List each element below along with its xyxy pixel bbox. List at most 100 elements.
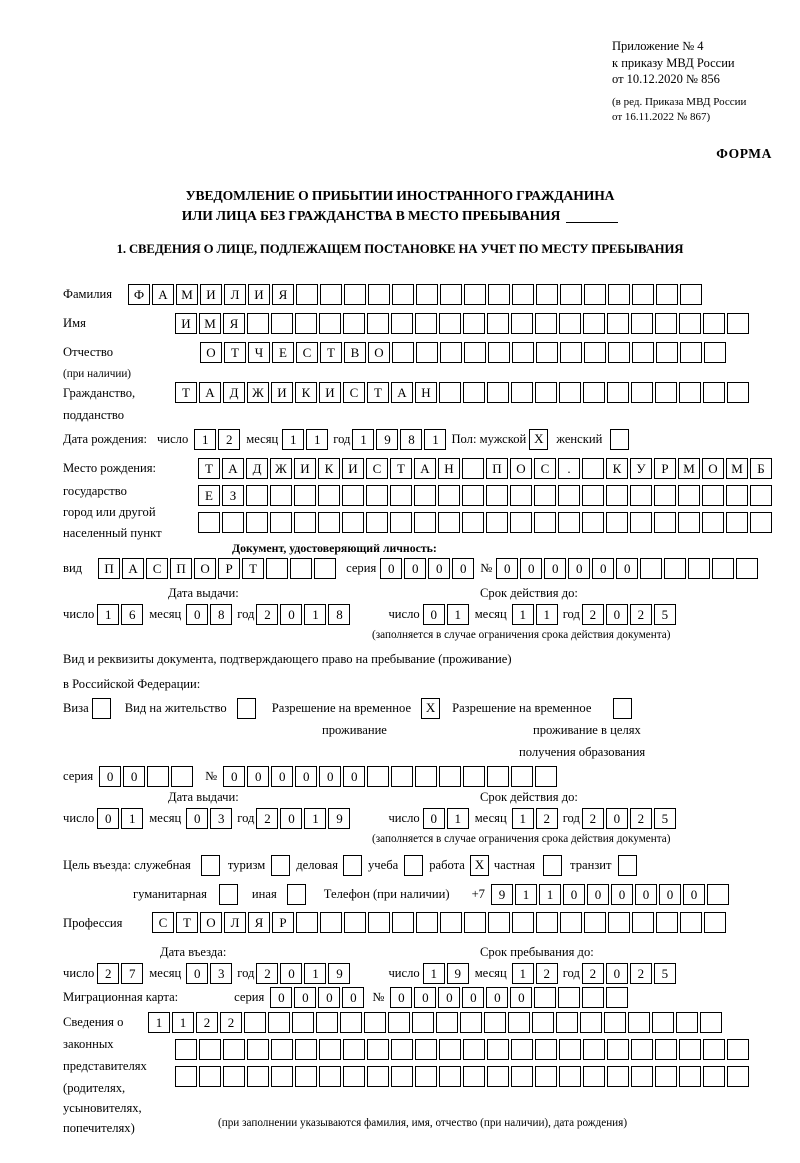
cell[interactable]: 2 <box>196 1011 218 1033</box>
cell[interactable] <box>319 1038 341 1060</box>
cell[interactable]: 1 <box>304 962 327 984</box>
cell[interactable]: Б <box>750 457 772 479</box>
cell[interactable] <box>488 283 510 305</box>
cell[interactable] <box>535 765 558 787</box>
cell[interactable]: 0 <box>592 557 615 579</box>
residence-permit-checkbox[interactable] <box>236 697 256 719</box>
cell[interactable] <box>606 484 628 506</box>
cell[interactable] <box>630 511 652 533</box>
cell[interactable] <box>700 1011 722 1033</box>
cell[interactable]: 0 <box>380 557 403 579</box>
cell[interactable] <box>414 484 436 506</box>
cell[interactable] <box>654 511 676 533</box>
cell[interactable] <box>656 341 678 363</box>
cell[interactable]: У <box>630 457 652 479</box>
cell[interactable] <box>560 283 582 305</box>
cell[interactable]: 0 <box>544 557 567 579</box>
cell[interactable]: Т <box>224 341 246 363</box>
cell[interactable] <box>439 1038 461 1060</box>
cell[interactable] <box>344 911 366 933</box>
cell[interactable] <box>266 557 289 579</box>
cell[interactable]: 2 <box>629 807 652 829</box>
cell[interactable]: 8 <box>210 603 233 625</box>
cell[interactable]: 0 <box>247 765 270 787</box>
cell[interactable] <box>367 765 390 787</box>
cell[interactable]: М <box>199 312 221 334</box>
cell[interactable]: А <box>152 283 174 305</box>
cell[interactable]: . <box>558 457 580 479</box>
purpose-private-checkbox[interactable] <box>543 854 563 876</box>
cell[interactable]: 0 <box>343 765 366 787</box>
cell[interactable] <box>440 283 462 305</box>
cell[interactable]: Е <box>272 341 294 363</box>
cell[interactable]: 0 <box>342 986 365 1008</box>
cell[interactable] <box>727 1038 749 1060</box>
cell[interactable]: О <box>368 341 390 363</box>
cell[interactable] <box>487 1065 509 1087</box>
cell[interactable] <box>680 911 702 933</box>
cell[interactable]: 0 <box>280 807 303 829</box>
cell[interactable]: О <box>510 457 532 479</box>
cell[interactable]: 0 <box>605 603 628 625</box>
cell[interactable]: 2 <box>535 807 558 829</box>
cell[interactable] <box>438 511 460 533</box>
cell[interactable] <box>679 1038 701 1060</box>
cell[interactable]: П <box>98 557 121 579</box>
cell[interactable] <box>268 1011 290 1033</box>
cell[interactable]: 0 <box>318 986 341 1008</box>
cell[interactable]: 0 <box>280 603 303 625</box>
cell[interactable]: 2 <box>256 962 279 984</box>
sex-female-checkbox[interactable] <box>610 428 630 450</box>
cell[interactable] <box>606 986 629 1008</box>
cell[interactable] <box>416 911 438 933</box>
cell[interactable]: 0 <box>586 883 609 905</box>
cell[interactable] <box>342 511 364 533</box>
cell[interactable] <box>678 484 700 506</box>
cell[interactable]: 0 <box>616 557 639 579</box>
cell[interactable]: 1 <box>424 428 447 450</box>
cell[interactable]: 3 <box>210 962 233 984</box>
cell[interactable] <box>436 1011 458 1033</box>
cell[interactable] <box>487 312 509 334</box>
cell[interactable]: 0 <box>186 603 209 625</box>
cell[interactable] <box>147 765 170 787</box>
cell[interactable] <box>727 1065 749 1087</box>
cell[interactable] <box>726 484 748 506</box>
cell[interactable] <box>392 341 414 363</box>
cell[interactable] <box>582 457 604 479</box>
cell[interactable] <box>512 341 534 363</box>
cell[interactable] <box>415 1065 437 1087</box>
cell[interactable]: С <box>152 911 174 933</box>
cell[interactable] <box>727 381 749 403</box>
cell[interactable] <box>640 557 663 579</box>
purpose-business-checkbox[interactable] <box>343 854 362 876</box>
temp-residence-checkbox[interactable]: X <box>421 697 441 719</box>
cell[interactable] <box>628 1011 650 1033</box>
cell[interactable] <box>486 511 508 533</box>
cell[interactable]: 9 <box>376 428 399 450</box>
cell[interactable] <box>414 511 436 533</box>
cell[interactable]: Т <box>198 457 220 479</box>
cell[interactable] <box>583 1038 605 1060</box>
cell[interactable] <box>415 1038 437 1060</box>
cell[interactable]: И <box>200 283 222 305</box>
cell[interactable]: К <box>318 457 340 479</box>
cell[interactable] <box>534 511 556 533</box>
cell[interactable]: Я <box>248 911 270 933</box>
cell[interactable] <box>558 511 580 533</box>
cell[interactable] <box>706 883 729 905</box>
cell[interactable]: Н <box>438 457 460 479</box>
cell[interactable]: 1 <box>511 962 534 984</box>
cell[interactable]: И <box>175 312 197 334</box>
cell[interactable] <box>314 557 337 579</box>
cell[interactable] <box>631 312 653 334</box>
cell[interactable] <box>392 283 414 305</box>
cell[interactable] <box>270 484 292 506</box>
cell[interactable] <box>366 484 388 506</box>
cell[interactable] <box>630 484 652 506</box>
cell[interactable]: 1 <box>422 962 445 984</box>
cell[interactable]: Л <box>224 283 246 305</box>
cell[interactable] <box>320 911 342 933</box>
cell[interactable] <box>247 1065 269 1087</box>
cell[interactable]: 0 <box>422 603 445 625</box>
